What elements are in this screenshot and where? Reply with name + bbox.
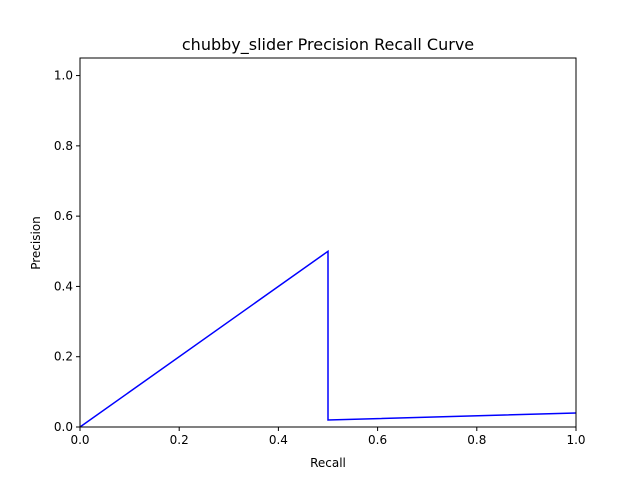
x-tick-label: 0.8 [467, 433, 486, 447]
y-tick-label: 0.0 [54, 420, 73, 434]
y-axis-label: Precision [29, 216, 43, 270]
plot-frame [79, 57, 577, 428]
precision-recall-line [79, 249, 577, 428]
x-axis-label: Recall [310, 456, 346, 470]
x-tick-label: 1.0 [566, 433, 585, 447]
series-layer [79, 249, 577, 428]
tick-layer: 0.0 0.2 0.4 0.6 0.8 1.0 0.0 0.2 0.4 0.6 0.8 1.0 [54, 69, 586, 447]
chart-title: chubby_slider Precision Recall Curve [182, 35, 474, 55]
y-tick-label: 1.0 [54, 69, 73, 83]
x-tick-label: 0.6 [368, 433, 387, 447]
x-tick-label: 0.2 [170, 433, 189, 447]
x-tick-label: 0.0 [70, 433, 89, 447]
y-tick-label: 0.2 [54, 350, 73, 364]
y-tick-label: 0.6 [54, 209, 73, 223]
y-tick-label: 0.8 [54, 139, 73, 153]
y-tick-label: 0.4 [54, 279, 73, 293]
x-tick-label: 0.4 [269, 433, 288, 447]
